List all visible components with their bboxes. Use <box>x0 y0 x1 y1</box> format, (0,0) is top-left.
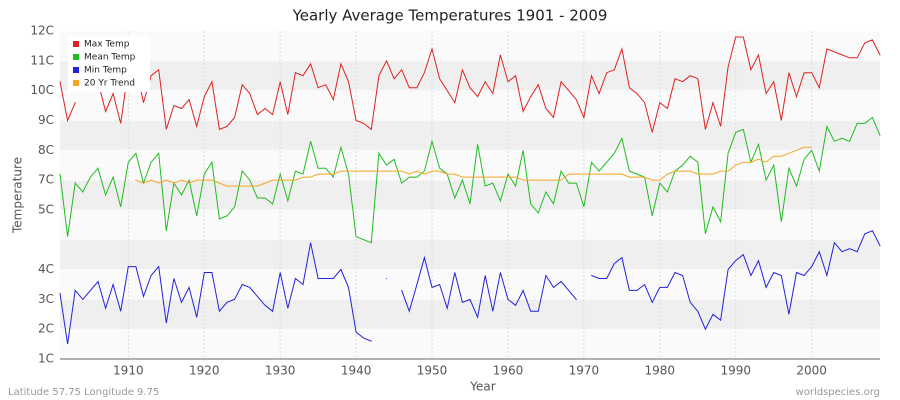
band <box>60 299 880 330</box>
legend-swatch <box>73 54 79 60</box>
x-tick-label: 1950 <box>417 364 448 378</box>
y-axis-label: Temperature <box>11 157 25 234</box>
y-tick-label: 12C <box>30 24 54 38</box>
legend-swatch <box>73 80 79 86</box>
x-tick-label: 2000 <box>796 364 827 378</box>
band <box>60 239 880 270</box>
legend-box <box>68 36 150 92</box>
x-tick-label: 1960 <box>493 364 524 378</box>
band <box>60 60 880 91</box>
footer-left: Latitude 57.75 Longitude 9.75 <box>8 387 159 398</box>
x-tick-label: 1920 <box>189 364 220 378</box>
y-tick-label: 10C <box>30 83 54 97</box>
line <box>59 230 881 345</box>
y-tick-label: 9C <box>38 113 54 127</box>
legend-label: 20 Yr Trend <box>84 79 135 89</box>
legend-swatch <box>73 67 79 73</box>
band <box>60 120 880 151</box>
y-tick-label: 4C <box>38 262 54 276</box>
x-tick-label: 1970 <box>569 364 600 378</box>
x-tick-label: 1980 <box>645 364 676 378</box>
x-axis-label: Year <box>469 380 495 394</box>
plot-area <box>60 31 880 359</box>
y-tick-label: 1C <box>38 352 54 366</box>
y-tick-label: 2C <box>38 322 54 336</box>
band <box>60 180 880 210</box>
y-tick-label: 7C <box>38 173 54 187</box>
x-tick-label: 1910 <box>113 364 144 378</box>
line <box>59 116 881 244</box>
x-tick-label: 1990 <box>720 364 751 378</box>
x-tick-label: 1930 <box>265 364 296 378</box>
legend-label: Max Temp <box>84 40 130 50</box>
line <box>135 146 813 187</box>
footer-right: worldspecies.org <box>796 387 880 398</box>
y-tick-label: 5C <box>38 202 54 216</box>
legend-label: Mean Temp <box>84 53 136 63</box>
y-tick-label: 11C <box>30 53 54 67</box>
legend-swatch <box>73 41 79 47</box>
legend-label: Min Temp <box>84 66 127 76</box>
y-tick-label: 8C <box>38 143 54 157</box>
y-tick-label: 3C <box>38 292 54 306</box>
chart-title: Yearly Average Temperatures 1901 - 2009 <box>292 7 608 25</box>
x-tick-label: 1940 <box>341 364 372 378</box>
line <box>59 36 881 133</box>
